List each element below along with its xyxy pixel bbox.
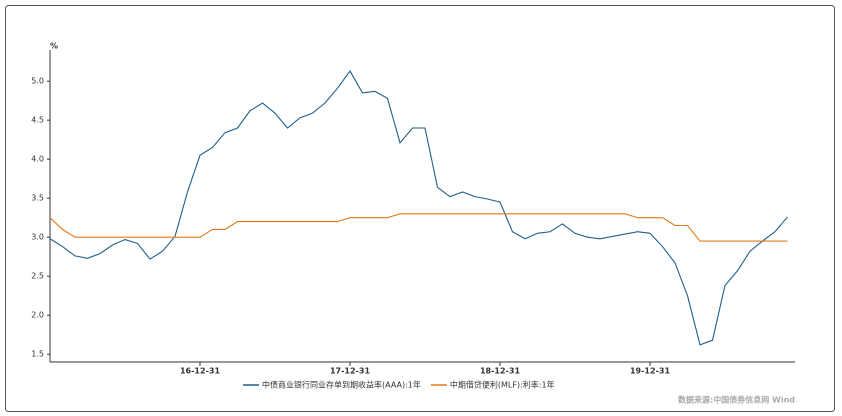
x-tick-label: 17-12-31: [330, 367, 370, 376]
frame: [5, 5, 835, 412]
x-tick-label: 16-12-31: [180, 367, 220, 376]
legend-label: 中债商业银行同业存单到期收益率(AAA):1年: [262, 380, 421, 390]
line-series: [49, 70, 788, 346]
y-tick-label: 3.5: [31, 194, 44, 203]
x-tick-label: 18-12-31: [480, 367, 520, 376]
legend-label: 中期借贷便利(MLF):利率:1年: [450, 380, 555, 390]
y-tick-label: 4.0: [31, 155, 44, 164]
y-unit: %: [50, 42, 58, 51]
line-series: [49, 213, 788, 242]
y-tick-label: 4.5: [31, 116, 44, 125]
y-tick-label: 1.5: [31, 350, 44, 359]
y-tick-label: 5.0: [31, 77, 44, 86]
y-tick-label: 3.0: [31, 233, 44, 242]
y-tick-label: 2.5: [31, 272, 44, 281]
source: 数据来源:中国债券信息网 Wind: [678, 395, 795, 405]
y-tick-label: 2.0: [31, 311, 44, 320]
x-tick-label: 19-12-31: [630, 367, 670, 376]
